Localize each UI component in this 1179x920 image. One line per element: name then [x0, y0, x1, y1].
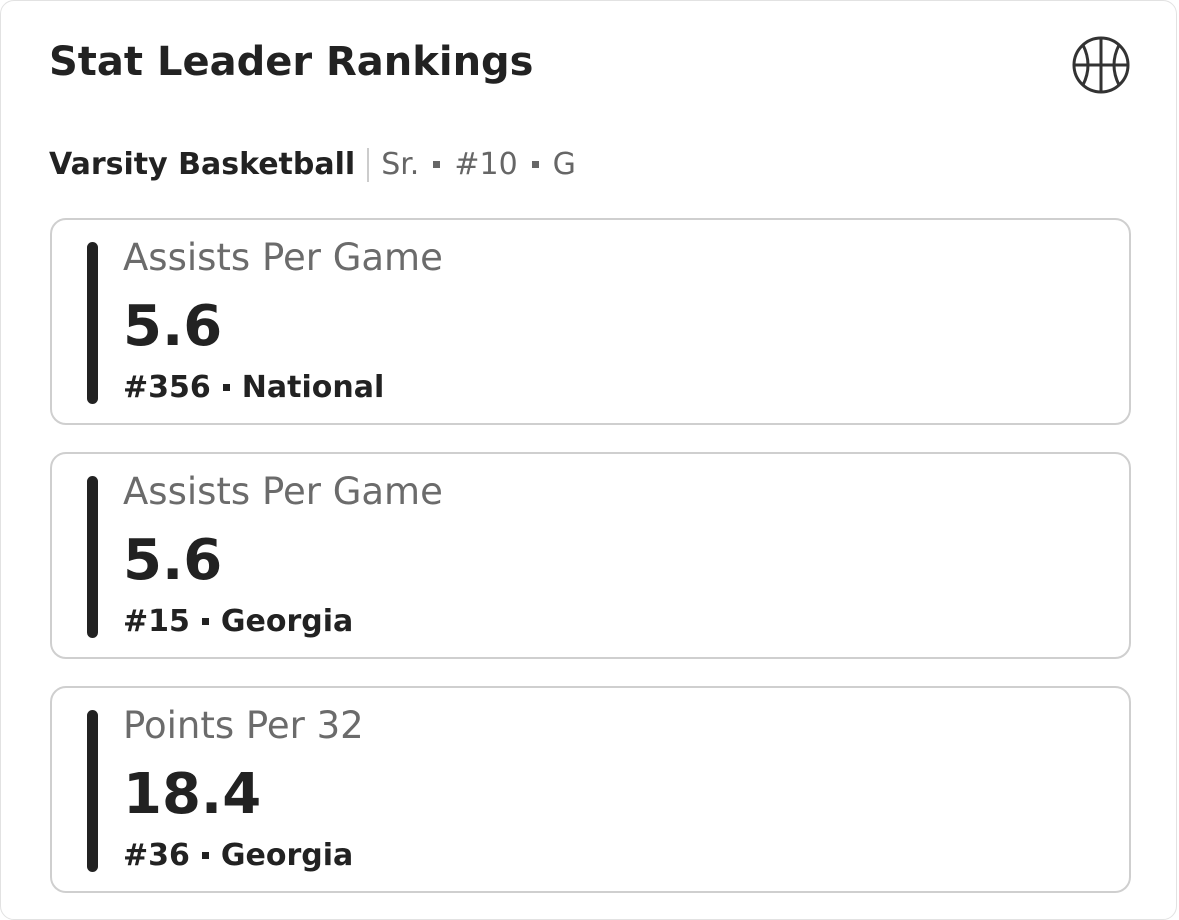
stat-label: Points Per 32: [123, 704, 364, 747]
rank: #356: [123, 370, 211, 405]
accent-bar: [87, 710, 98, 872]
scope: Georgia: [220, 604, 354, 639]
stat-card: Assists Per Game 5.6 #15 Georgia: [50, 452, 1131, 659]
stat-value: 5.6: [123, 528, 223, 593]
divider: [367, 147, 370, 182]
rank: #15: [123, 604, 190, 639]
accent-bar: [87, 242, 98, 404]
team: Varsity Basketball: [49, 147, 356, 182]
title: Stat Leader Rankings: [49, 39, 534, 85]
separator: [201, 852, 209, 859]
rank: #36: [123, 838, 190, 873]
rank-line: #356 National: [123, 370, 384, 405]
detail: G: [552, 147, 576, 182]
subtitle: Varsity Basketball Sr. #10 G: [49, 147, 576, 182]
detail: Sr.: [381, 147, 420, 182]
separator: [433, 161, 441, 168]
rank-line: #36 Georgia: [123, 838, 353, 873]
scope: National: [241, 370, 385, 405]
separator: [222, 384, 230, 391]
scope: Georgia: [220, 838, 354, 873]
rank-line: #15 Georgia: [123, 604, 353, 639]
stat-label: Assists Per Game: [123, 236, 443, 279]
accent-bar: [87, 476, 98, 638]
basketball-icon[interactable]: [1071, 35, 1131, 95]
stat-card: Assists Per Game 5.6 #356 National: [50, 218, 1131, 425]
separator: [531, 161, 539, 168]
detail: #10: [454, 147, 518, 182]
stat-label: Assists Per Game: [123, 470, 443, 513]
stat-value: 18.4: [123, 762, 262, 827]
stat-value: 5.6: [123, 294, 223, 359]
separator: [201, 618, 209, 625]
stat-card: Points Per 32 18.4 #36 Georgia: [50, 686, 1131, 893]
